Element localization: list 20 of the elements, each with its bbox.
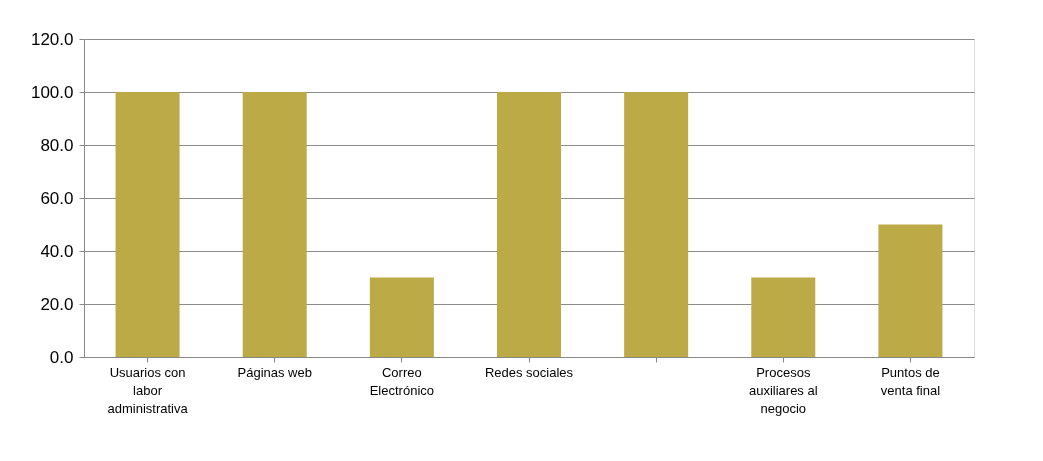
x-tick-label: Redes sociales [484,364,574,380]
y-tick-label: 120.0 [30,29,74,49]
bar [751,277,816,357]
y-tick-label: 80.0 [40,135,74,155]
y-tick-label: 40.0 [40,241,74,261]
y-tick-label: 100.0 [30,82,74,102]
bar [497,92,561,357]
bar [878,224,943,357]
y-tick-label: 0.0 [49,347,74,367]
y-tick-label: 20.0 [40,294,74,314]
x-tick-label: Procesos auxiliares al negocio [748,364,818,416]
x-tick-label: Correo Electrónico [369,364,435,398]
bar [242,92,307,357]
y-tick-label: 60.0 [40,188,74,208]
x-tick-label: Usuarios con labor administrativa [107,364,189,416]
x-tick-label: Páginas web [237,364,312,380]
bar [115,92,180,357]
bar [624,92,689,357]
x-tick-label: Puntos de venta final [880,364,941,398]
bar [369,277,434,357]
